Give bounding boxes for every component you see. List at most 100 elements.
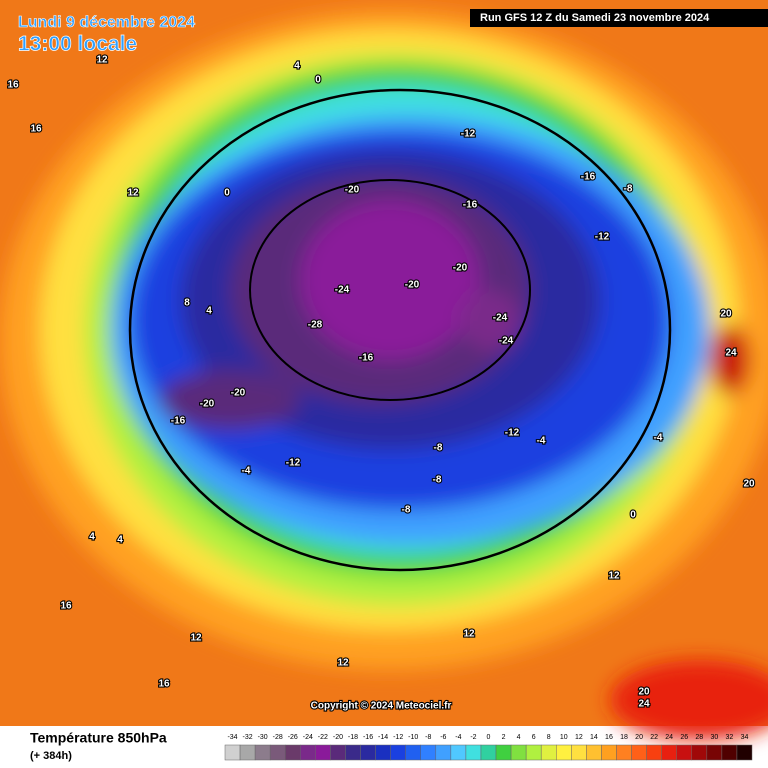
map: -20-24 -20-28-16-24-24-16-20-20-20-16-4-1… (0, 0, 768, 740)
legend-swatch (300, 744, 316, 761)
legend-label: -18 (348, 734, 358, 741)
legend-swatch (330, 744, 346, 761)
legend-label: -30 (258, 734, 268, 741)
contour-label: -20 (345, 185, 360, 196)
contour-label: 12 (127, 188, 139, 199)
legend-swatch (254, 744, 271, 761)
legend-label: 18 (620, 734, 628, 741)
legend-label: 2 (502, 734, 506, 741)
legend-label: -12 (393, 734, 403, 741)
contour-label: -8 (434, 443, 443, 454)
contour-label: 20 (638, 687, 650, 698)
contour-label: -16 (581, 172, 596, 183)
contour-label: 12 (608, 571, 620, 582)
legend-label: 12 (575, 734, 583, 741)
legend-label: -26 (288, 734, 298, 741)
contour-label: -20 (231, 388, 246, 399)
contour-label: 12 (337, 658, 349, 669)
legend-label: 6 (532, 734, 536, 741)
contour-label: 16 (30, 124, 42, 135)
legend-swatch (450, 744, 467, 761)
legend-label: 28 (695, 734, 703, 741)
legend-swatch (616, 744, 632, 761)
legend-swatch (375, 744, 391, 761)
contour-label: 4 (206, 306, 212, 317)
temperature-field (0, 10, 768, 740)
legend-label: 20 (635, 734, 643, 741)
legend-swatch (360, 744, 376, 761)
contour-label: 24 (725, 348, 737, 359)
contour-label: -16 (359, 353, 374, 364)
contour-label: 0 (630, 510, 636, 521)
contour-label: 12 (463, 629, 475, 640)
legend-label: -22 (318, 734, 328, 741)
legend-label: -24 (303, 734, 313, 741)
legend-label: 0 (487, 734, 491, 741)
footer: Température 850hPa (+ 384h) -34 -32 -30 -28… (30, 730, 753, 762)
legend-label: -28 (273, 734, 283, 741)
legend-swatch (435, 744, 452, 761)
legend-swatch (540, 744, 557, 761)
contour-label: -24 (499, 336, 514, 347)
legend-label: -8 (425, 734, 431, 741)
legend-label: -4 (455, 734, 461, 741)
contour-label: 4 (89, 532, 95, 543)
legend-swatch (571, 744, 587, 761)
legend-swatch (345, 744, 361, 761)
legend-label: 22 (650, 734, 658, 741)
legend-swatch (661, 744, 677, 761)
zero-isotherm (128, 88, 672, 572)
time: 13:00 locale (18, 33, 137, 56)
legend-swatch (676, 744, 693, 761)
legend-label: -32 (243, 734, 253, 741)
legend-label: 24 (665, 734, 673, 741)
contour-label: 12 (190, 633, 202, 644)
run: Run GFS 12 Z du Samedi 23 novembre 2024 (480, 12, 710, 24)
contour-label: -24 (493, 313, 508, 324)
legend-swatch (601, 744, 617, 761)
contour-label: -20 (200, 399, 215, 410)
contour-label: 20 (720, 309, 732, 320)
contour-label: 24 (638, 699, 650, 710)
contour-label: -16 (463, 200, 478, 211)
legend-swatch (631, 744, 647, 761)
footer-title: Température 850hPa (30, 730, 167, 746)
copyright: Copyright © 2024 Meteociel.fr (311, 701, 452, 712)
legend-swatch (390, 744, 406, 761)
contour-label: -8 (433, 475, 442, 486)
contour-label: -12 (461, 129, 476, 140)
contour-label: 16 (7, 80, 19, 91)
color-legend: -34 -32 -30 -28 -26 -24 -22 -20 -18 -16 -14 -12 -10-… (224, 734, 753, 761)
legend-swatch (556, 744, 572, 761)
legend-label: -2 (470, 734, 476, 741)
contour-label: 8 (184, 298, 190, 309)
legend-label: 16 (605, 734, 613, 741)
legend-swatch (736, 744, 753, 761)
legend-swatch (510, 744, 527, 761)
legend-label: -14 (378, 734, 388, 741)
legend-label: -10 (408, 734, 418, 741)
contour-label: 16 (158, 679, 170, 690)
legend-swatch (480, 744, 497, 761)
legend-label: 30 (710, 734, 718, 741)
date: Lundi 9 décembre 2024 (18, 14, 195, 31)
legend-swatch (646, 744, 662, 761)
legend-swatch (706, 744, 723, 761)
contour-label: -12 (595, 232, 610, 243)
contour-label: 20 (743, 479, 755, 490)
legend-label: 14 (590, 734, 598, 741)
contour-label: 4 (117, 535, 123, 546)
contour-label: -16 (171, 416, 186, 427)
contour-label: 12 (96, 55, 108, 66)
legend-swatch (691, 744, 708, 761)
legend-swatch (284, 744, 301, 761)
contour-label: -24 (335, 285, 350, 296)
legend-label: 26 (680, 734, 688, 741)
contour-label: -4 (654, 433, 663, 444)
legend-swatch (239, 744, 256, 761)
contour-label: -12 (505, 428, 520, 439)
legend-swatch (525, 744, 542, 761)
legend-swatch (465, 744, 482, 761)
contour-label: 0 (224, 188, 230, 199)
contour-label: 4 (294, 61, 300, 72)
